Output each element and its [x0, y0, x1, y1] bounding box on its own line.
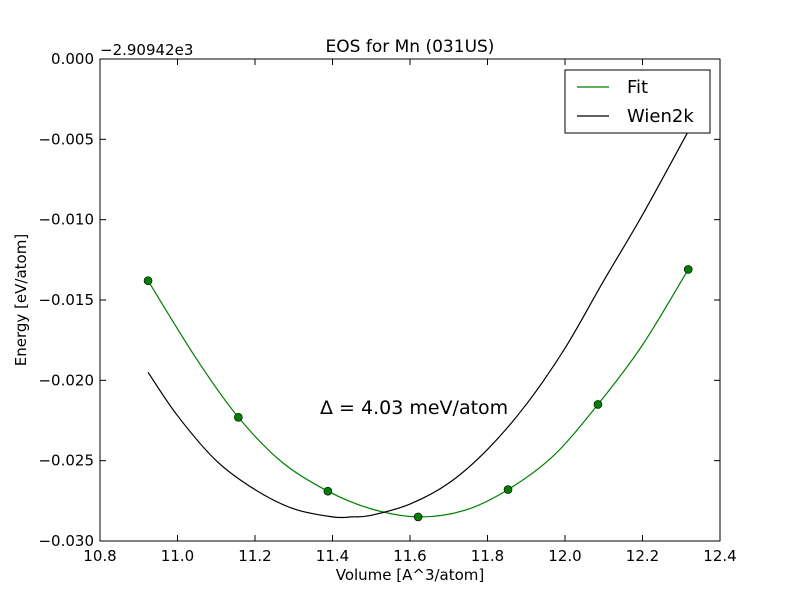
legend-fit-label: Fit [627, 77, 648, 98]
x-axis-label: Volume [A^3/atom] [336, 566, 485, 584]
data-point [413, 512, 423, 522]
data-point [503, 485, 513, 494]
legend-box [564, 69, 711, 134]
y-tick-label: 0.000 [51, 50, 94, 68]
legend-wien2k-label: Wien2k [627, 106, 694, 127]
x-tick-label: 12.4 [703, 547, 736, 565]
y-axis-label: Energy [eV/atom] [12, 234, 30, 366]
x-tick-label: 11.2 [238, 547, 271, 565]
points-layer [143, 265, 693, 522]
data-point [323, 486, 333, 496]
y-tick-label: −0.020 [38, 371, 94, 389]
y-tick-label: −0.015 [38, 291, 94, 309]
data-point [593, 400, 603, 409]
x-tick-label: 11.8 [471, 547, 504, 565]
y-tick-label: −0.025 [38, 452, 94, 470]
y-tick-label: −0.005 [38, 130, 94, 148]
data-point [234, 412, 243, 422]
data-point [683, 265, 693, 274]
ticks-layer: 10.8 11.0 11.2 11.4 11.6 11.8 12.0 12.2 12.4 0.00… [38, 50, 736, 565]
plot-frame [99, 58, 721, 542]
y-offset-label: −2.90942e3 [100, 41, 193, 59]
x-tick-label: 12.0 [548, 547, 581, 565]
x-tick-label: 11.6 [393, 547, 426, 565]
y-tick-label: −0.010 [38, 211, 94, 229]
x-tick-label: 12.2 [626, 547, 659, 565]
x-tick-label: 11.4 [316, 547, 349, 565]
series-line-wien2k [147, 131, 689, 519]
x-tick-label: 10.8 [83, 547, 116, 565]
chart-title: EOS for Mn (031US) [326, 37, 495, 57]
y-tick-label: −0.030 [38, 532, 94, 550]
legend: Fit Wien2k [564, 69, 711, 134]
x-tick-label: 11.0 [161, 547, 194, 565]
data-point [143, 276, 153, 286]
delta-annotation: Δ = 4.03 meV/atom [320, 397, 508, 419]
